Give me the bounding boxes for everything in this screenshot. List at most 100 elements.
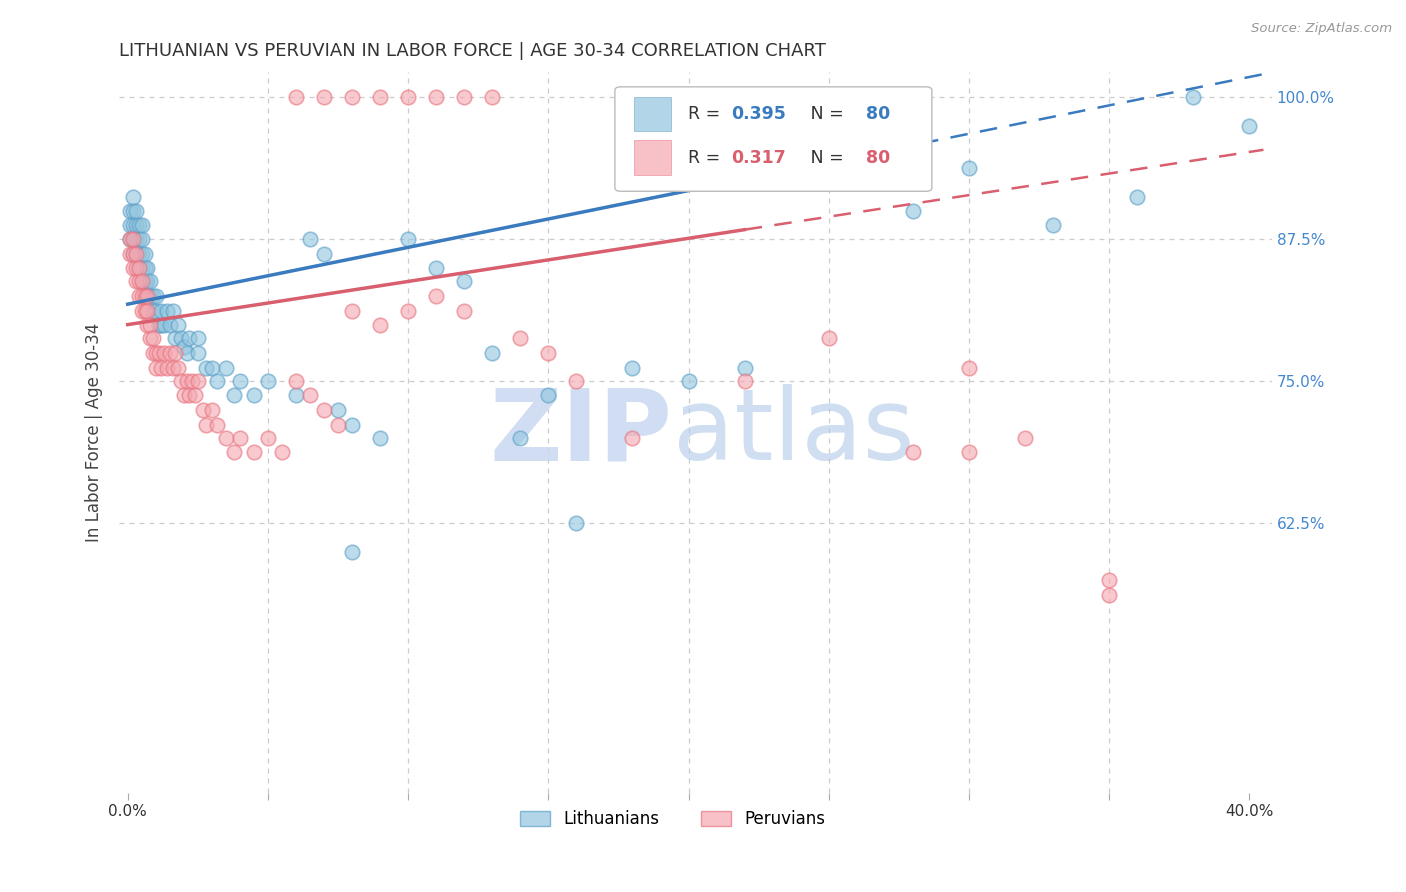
Point [312,247,335,261]
Point [678,375,700,389]
Point [396,90,419,104]
Text: 0.317: 0.317 [731,149,786,167]
Point [173,340,195,354]
Point [125,204,148,219]
Point [187,331,209,345]
Point [122,232,145,246]
Point [181,375,204,389]
Point [229,375,252,389]
Point [1098,588,1121,602]
Point [139,318,162,332]
Point [122,204,145,219]
Point [215,360,238,375]
Point [298,388,321,402]
Point [184,388,207,402]
Point [215,431,238,445]
Text: N =: N = [793,149,849,167]
Point [312,90,335,104]
Point [176,375,198,389]
Point [481,346,503,360]
Point [134,289,156,303]
Point [122,190,145,204]
Point [131,232,153,246]
Point [201,402,224,417]
Point [312,402,335,417]
Text: 80: 80 [866,105,890,123]
Point [159,318,181,332]
Text: N =: N = [793,105,849,123]
Point [131,304,153,318]
Point [453,90,475,104]
Point [156,304,179,318]
Point [957,360,980,375]
Point [229,431,252,445]
Point [128,218,150,232]
Point [621,431,644,445]
Point [734,375,756,389]
Point [187,375,209,389]
Text: R =: R = [688,105,725,123]
Point [284,90,307,104]
Point [122,260,145,275]
Point [156,360,179,375]
Point [481,90,503,104]
Point [340,417,363,432]
Point [179,388,201,402]
Point [207,417,229,432]
Point [134,304,156,318]
Point [134,247,156,261]
Point [817,176,839,190]
Point [142,331,165,345]
Point [139,275,162,289]
Point [396,232,419,246]
Point [131,218,153,232]
Point [136,289,159,303]
Point [162,360,184,375]
Point [131,275,153,289]
Point [167,360,190,375]
Point [131,247,153,261]
Point [136,275,159,289]
Point [167,318,190,332]
Point [128,260,150,275]
Point [425,260,447,275]
Point [284,388,307,402]
FancyBboxPatch shape [614,87,932,191]
Point [537,346,560,360]
Point [125,247,148,261]
Point [187,346,209,360]
Point [142,346,165,360]
Point [1239,119,1261,133]
Point [120,204,142,219]
Point [1042,218,1064,232]
Point [173,388,195,402]
Text: 0.395: 0.395 [731,105,786,123]
Point [425,289,447,303]
Point [957,161,980,175]
Point [145,289,167,303]
Point [1014,431,1036,445]
Point [162,304,184,318]
Point [170,375,193,389]
Point [148,346,170,360]
Point [125,218,148,232]
Point [122,247,145,261]
Point [396,304,419,318]
Point [368,431,391,445]
Point [131,275,153,289]
Point [134,260,156,275]
Point [128,275,150,289]
Point [165,331,187,345]
Point [224,445,246,459]
Point [901,204,924,219]
Point [142,304,165,318]
Point [148,318,170,332]
Point [165,346,187,360]
Y-axis label: In Labor Force | Age 30-34: In Labor Force | Age 30-34 [86,323,103,542]
FancyBboxPatch shape [634,140,672,175]
Point [122,247,145,261]
Point [145,346,167,360]
Point [153,346,176,360]
Point [145,304,167,318]
Legend: Lithuanians, Peruvians: Lithuanians, Peruvians [513,804,832,835]
